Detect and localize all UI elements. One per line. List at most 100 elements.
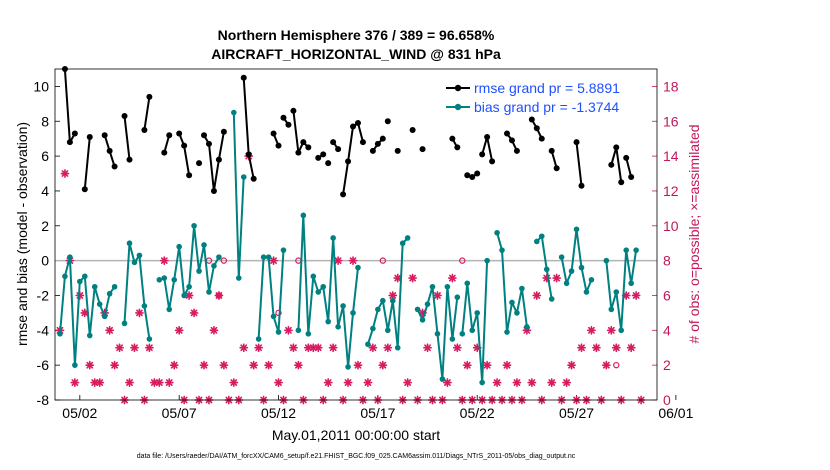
bias-point bbox=[161, 275, 168, 281]
assimilated-count-stroke bbox=[285, 326, 292, 334]
bias-point bbox=[240, 174, 247, 180]
rmse-point bbox=[628, 174, 635, 181]
assimilated-count-point bbox=[567, 360, 576, 370]
assimilated-count-point bbox=[423, 343, 432, 353]
assimilated-count-stroke bbox=[424, 344, 431, 352]
legend: rmse grand pr = 5.8891 bias grand pr = -… bbox=[446, 80, 620, 115]
rmse-point bbox=[101, 132, 108, 139]
assimilated-count-point bbox=[125, 378, 134, 387]
legend-rmse-marker bbox=[454, 84, 462, 92]
bias-point bbox=[514, 310, 520, 316]
assimilated-count-point bbox=[433, 291, 442, 300]
assimilated-count-stroke bbox=[593, 344, 600, 352]
assimilated-count-stroke bbox=[444, 379, 451, 386]
rmse-point bbox=[573, 139, 580, 146]
bias-point bbox=[389, 297, 396, 304]
assimilated-count-stroke bbox=[170, 361, 178, 369]
bias-point bbox=[201, 242, 207, 248]
left-tick-label: -2 bbox=[37, 287, 50, 303]
bias-point bbox=[96, 301, 103, 307]
rmse-point bbox=[623, 154, 630, 161]
bias-point bbox=[449, 336, 456, 342]
right-tick-label: 4 bbox=[663, 322, 671, 338]
bias-point bbox=[101, 313, 108, 320]
bias-point bbox=[315, 289, 322, 295]
bias-point bbox=[563, 280, 570, 287]
bias-point bbox=[623, 247, 630, 253]
assimilated-count-stroke bbox=[369, 344, 377, 352]
rmse-point bbox=[320, 151, 327, 158]
assimilated-count-stroke bbox=[568, 361, 575, 369]
bias-point bbox=[206, 289, 212, 295]
bias-point bbox=[628, 280, 634, 287]
assimilated-count-point bbox=[199, 360, 209, 370]
assimilated-count-point bbox=[95, 378, 105, 387]
assimilated-count-point bbox=[552, 273, 562, 283]
rmse-point bbox=[508, 137, 515, 144]
assimilated-count-point bbox=[264, 360, 273, 370]
bias-point bbox=[578, 264, 585, 271]
assimilated-count-stroke bbox=[607, 326, 615, 334]
assimilated-count-stroke bbox=[309, 344, 317, 352]
assimilated-count-point bbox=[452, 343, 462, 353]
assimilated-count-point bbox=[577, 343, 586, 353]
rmse-point bbox=[359, 139, 366, 146]
bias-point bbox=[280, 247, 287, 253]
rmse-point bbox=[548, 147, 555, 154]
bias-point bbox=[439, 376, 446, 382]
rmse-point bbox=[330, 139, 337, 146]
bias-point bbox=[345, 364, 351, 370]
rmse-line-segment bbox=[163, 134, 171, 153]
bias-point bbox=[414, 306, 421, 313]
bias-point bbox=[459, 331, 466, 337]
bias-point bbox=[454, 294, 461, 301]
rmse-point bbox=[469, 174, 476, 181]
rmse-point bbox=[464, 172, 471, 179]
rmse-point bbox=[315, 154, 322, 161]
assimilated-count-stroke bbox=[150, 379, 158, 386]
assimilated-count-stroke bbox=[126, 379, 133, 386]
rmse-point bbox=[538, 135, 545, 142]
assimilated-count-stroke bbox=[602, 361, 610, 369]
bias-point bbox=[603, 257, 610, 264]
rmse-point bbox=[345, 158, 352, 165]
assimilated-count-point bbox=[353, 360, 363, 370]
rmse-point bbox=[479, 151, 486, 158]
assimilated-count-stroke bbox=[314, 344, 322, 352]
x-tick-label: 05/17 bbox=[360, 405, 395, 421]
rmse-point bbox=[240, 74, 247, 81]
assimilated-count-stroke bbox=[612, 344, 620, 352]
bias-point bbox=[350, 310, 356, 316]
bias-point bbox=[404, 235, 411, 241]
assimilated-count-point bbox=[174, 325, 184, 335]
assimilated-count-point bbox=[144, 343, 154, 353]
assimilated-count-stroke bbox=[632, 292, 640, 299]
assimilated-count-stroke bbox=[294, 361, 302, 369]
assimilated-count-point bbox=[631, 291, 641, 300]
assimilated-count-stroke bbox=[533, 292, 541, 299]
assimilated-count-stroke bbox=[250, 361, 258, 369]
rmse-point bbox=[354, 120, 361, 127]
rmse-point bbox=[106, 147, 113, 154]
left-tick-label: 8 bbox=[41, 113, 49, 129]
assimilated-count-point bbox=[447, 273, 457, 283]
rmse-point bbox=[384, 118, 391, 125]
rmse-point bbox=[528, 116, 535, 123]
rmse-line-segment bbox=[143, 96, 151, 131]
assimilated-count-stroke bbox=[389, 292, 397, 299]
assimilated-count-point bbox=[239, 343, 249, 353]
left-tick-label: 0 bbox=[41, 253, 49, 269]
left-tick-label: 10 bbox=[33, 78, 49, 94]
possible-count-point bbox=[220, 257, 228, 264]
bias-point bbox=[171, 276, 178, 283]
bias-point bbox=[146, 336, 153, 342]
bias-point bbox=[504, 329, 510, 335]
bias-point bbox=[176, 243, 182, 250]
x-tick-label: 05/12 bbox=[261, 405, 296, 421]
bias-point bbox=[394, 344, 401, 351]
rmse-line-segment bbox=[625, 157, 633, 178]
rmse-point bbox=[454, 144, 461, 151]
bias-point bbox=[568, 268, 575, 274]
bias-point bbox=[538, 233, 545, 240]
